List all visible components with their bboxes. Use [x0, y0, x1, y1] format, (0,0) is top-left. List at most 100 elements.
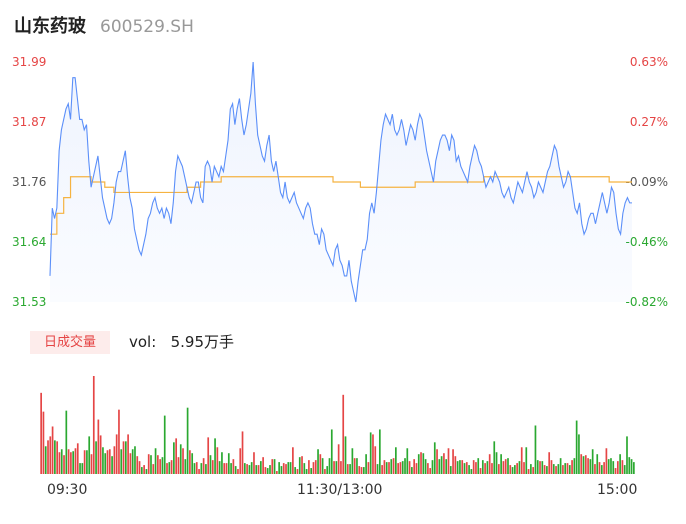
volume-bar — [168, 462, 171, 474]
volume-bar — [367, 462, 370, 474]
volume-bar — [276, 471, 278, 474]
volume-bar — [555, 466, 557, 474]
y-tick-right-1: 0.27% — [629, 115, 668, 129]
volume-bar — [211, 460, 214, 474]
volume-bar — [616, 461, 619, 474]
volume-bar — [415, 463, 418, 474]
volume-bar — [582, 456, 585, 474]
volume-bar — [257, 465, 260, 474]
volume-bar — [465, 462, 468, 474]
volume-bar — [610, 458, 612, 474]
volume-bar — [140, 467, 143, 474]
volume-bar — [294, 467, 297, 474]
volume-bar — [628, 457, 631, 474]
volume-bar — [262, 457, 264, 474]
volume-bar — [411, 467, 413, 474]
volume-value: 5.95万手 — [170, 333, 235, 351]
volume-bar — [559, 458, 562, 474]
volume-readout: vol: 5.95万手 — [129, 332, 234, 352]
volume-bar — [255, 465, 258, 474]
volume-bar — [145, 469, 148, 474]
volume-bar — [381, 465, 383, 474]
volume-bar — [571, 460, 573, 474]
volume-bar — [54, 440, 56, 474]
volume-bar — [163, 415, 166, 474]
volume-bar — [253, 452, 255, 474]
volume-bar — [227, 453, 230, 474]
volume-bar — [63, 455, 65, 474]
volume-bar — [340, 461, 342, 474]
volume-label: vol: — [129, 333, 157, 351]
volume-bar — [147, 454, 150, 474]
volume-bar — [626, 436, 628, 474]
volume-bar — [83, 450, 86, 474]
volume-bar — [271, 459, 274, 474]
volume-bar — [431, 460, 434, 474]
volume-bar — [413, 459, 416, 474]
volume-bar — [481, 460, 484, 474]
volume-bar — [443, 453, 445, 474]
volume-bar — [422, 453, 425, 474]
volume-bar — [621, 460, 624, 474]
volume-bar — [360, 467, 363, 474]
volume-bar — [392, 458, 395, 474]
volume-bar — [399, 462, 402, 474]
volume-bar — [623, 465, 626, 474]
volume-bar — [346, 464, 349, 474]
volume-bar — [111, 456, 113, 474]
volume-bar — [177, 457, 180, 474]
volume-bar — [127, 434, 129, 474]
volume-bar — [378, 429, 381, 474]
volume-bar — [81, 463, 84, 474]
volume-bar — [369, 432, 372, 474]
volume-bar — [475, 462, 477, 474]
y-tick-left-3: 31.64 — [12, 235, 47, 249]
volume-bar — [562, 465, 564, 474]
volume-bar — [150, 455, 152, 474]
volume-bar — [70, 452, 72, 474]
volume-bar — [113, 446, 116, 474]
price-line — [49, 61, 632, 303]
volume-bar — [605, 448, 608, 474]
volume-bar — [395, 447, 397, 474]
volume-bar — [594, 464, 596, 474]
volume-bar — [99, 435, 102, 474]
volume-bar — [328, 458, 331, 474]
volume-bar — [445, 459, 448, 474]
volume-bar — [264, 467, 267, 474]
volume-bar — [397, 463, 399, 474]
volume-bar — [106, 450, 109, 474]
volume-bar — [47, 440, 49, 474]
volume-bar — [417, 454, 420, 474]
volume-bar — [319, 454, 322, 474]
y-tick-right-2: -0.09% — [625, 175, 668, 189]
volume-bar — [342, 394, 345, 474]
volume-bar — [479, 468, 482, 474]
volume-bar — [138, 461, 141, 474]
volume-bar — [351, 448, 354, 474]
volume-bar — [207, 437, 210, 474]
volume-bar — [44, 446, 47, 474]
volume-bar — [214, 438, 216, 474]
volume-bar — [90, 454, 93, 474]
volume-bar — [56, 441, 59, 474]
volume-bar — [406, 448, 409, 474]
volume-bar — [550, 460, 553, 474]
volume-bar — [166, 463, 168, 474]
volume-bar — [566, 463, 569, 474]
volume-bar — [596, 454, 599, 474]
volume-bar — [72, 451, 75, 474]
volume-bar — [115, 434, 118, 474]
volume-bar — [536, 460, 539, 474]
volume-bar — [184, 459, 187, 474]
volume-bar — [218, 461, 221, 474]
volume-bar — [143, 465, 145, 474]
volume-bar — [51, 426, 54, 474]
price-plot — [49, 61, 632, 303]
y-tick-left-4: 31.53 — [12, 295, 47, 309]
volume-bar — [170, 460, 173, 474]
volume-bar — [408, 461, 411, 474]
volume-bar — [578, 434, 580, 474]
volume-bar — [278, 462, 280, 474]
volume-bar — [459, 460, 461, 474]
